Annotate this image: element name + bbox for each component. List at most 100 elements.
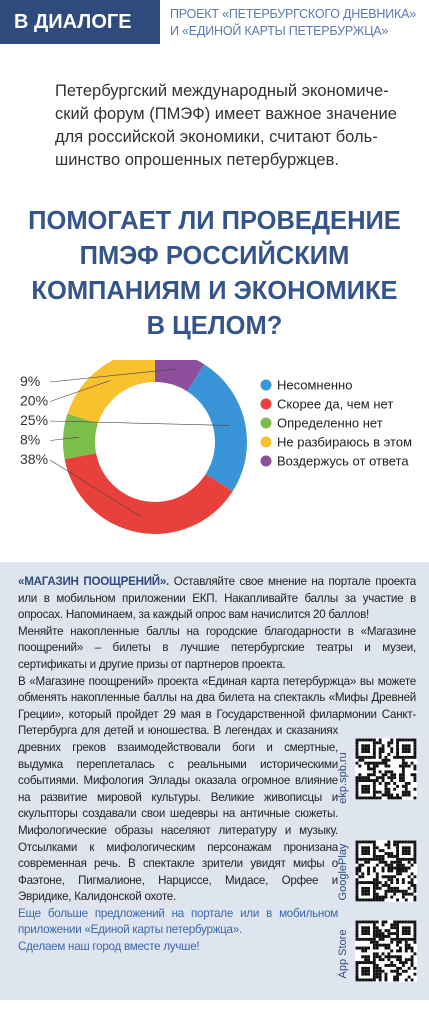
qr-module: [390, 881, 394, 884]
qr-module: [413, 932, 417, 935]
qr-module: [401, 793, 405, 797]
qr-module: [381, 773, 385, 777]
qr-module: [410, 881, 414, 884]
qr-module: [367, 738, 370, 742]
qr-module: [381, 793, 385, 797]
value-label: 20%: [20, 393, 48, 409]
qr-module: [361, 969, 365, 973]
qr-module: [364, 932, 368, 935]
qr-module: [387, 929, 391, 933]
qr-module: [364, 892, 368, 896]
qr-module: [401, 889, 405, 893]
qr-module: [393, 964, 397, 967]
qr-module: [378, 770, 382, 774]
qr-code[interactable]: [355, 920, 417, 982]
qr-module: [393, 889, 397, 893]
qr-module: [396, 898, 399, 902]
qr-module: [407, 782, 411, 785]
qr-module: [378, 747, 382, 751]
qr-module: [396, 866, 399, 870]
qr-module: [378, 895, 382, 899]
qr-module: [372, 978, 376, 982]
qr-module: [361, 892, 365, 896]
qr-module: [399, 966, 402, 970]
pie-slice: [187, 364, 248, 492]
qr-module: [396, 972, 399, 976]
qr-module: [364, 978, 368, 982]
qr-module: [396, 744, 399, 748]
qr-module: [401, 863, 405, 867]
qr-module: [390, 889, 394, 893]
qr-module: [364, 755, 368, 759]
qr-module: [378, 935, 382, 938]
qr-module: [413, 940, 417, 944]
closing: Сделаем наш город вместе лучше!: [18, 940, 200, 954]
qr-module: [381, 860, 385, 864]
qr-module: [372, 892, 376, 896]
qr-module: [387, 875, 391, 879]
legend-marker: [260, 379, 272, 391]
qr-module: [355, 878, 359, 882]
qr-module: [378, 849, 382, 853]
qr-module: [404, 961, 408, 964]
qr-module: [396, 940, 399, 944]
qr-module: [355, 886, 359, 890]
qr-module: [396, 955, 399, 959]
qr-module: [370, 779, 373, 782]
qr-module: [372, 926, 376, 930]
qr-module: [401, 929, 405, 933]
qr-module: [407, 790, 411, 794]
qr-module: [410, 937, 414, 941]
qr-module: [372, 943, 376, 947]
qr-module: [361, 937, 365, 941]
qr-module: [364, 889, 368, 893]
qr-module: [413, 920, 417, 924]
qr-module: [378, 932, 382, 935]
qr-module: [410, 884, 414, 887]
closing: Еще больше предложений на портале или в …: [18, 906, 338, 937]
qr-module: [404, 793, 408, 797]
qr-module: [361, 796, 365, 800]
legend-label: Несомненно: [277, 378, 352, 393]
qr-module: [381, 923, 385, 927]
qr-module: [367, 840, 370, 844]
qr-module: [396, 878, 399, 882]
qr-module: [396, 926, 399, 930]
qr-module: [364, 846, 368, 850]
qr-module: [364, 779, 368, 782]
qr-module: [355, 750, 359, 753]
qr-module: [387, 952, 391, 956]
qr-module: [407, 943, 411, 947]
qr-module: [375, 892, 379, 896]
qr-module: [358, 946, 362, 950]
qr-module: [361, 790, 365, 794]
qr-module: [387, 744, 391, 748]
qr-module: [355, 793, 359, 797]
qr-module: [390, 796, 394, 800]
legend-label: Воздержусь от ответа: [277, 454, 409, 469]
qr-module: [375, 776, 379, 780]
qr-module: [378, 966, 382, 970]
legend-marker: [260, 455, 272, 467]
qr-module: [370, 940, 373, 944]
qr-module: [372, 975, 376, 979]
qr-module: [410, 878, 414, 882]
qr-module: [401, 969, 405, 973]
qr-module: [404, 761, 408, 765]
qr-module: [364, 860, 368, 864]
qr-module: [407, 866, 411, 870]
qr-module: [399, 961, 402, 964]
qr-module: [413, 846, 417, 850]
qr-module: [387, 955, 391, 959]
qr-code[interactable]: [355, 840, 417, 902]
qr-module: [401, 770, 405, 774]
qr-module: [372, 878, 376, 882]
qr-module: [413, 753, 417, 756]
qr-code[interactable]: [355, 738, 417, 800]
qr-module: [390, 875, 394, 879]
qr-module: [401, 932, 405, 935]
qr-module: [372, 767, 376, 771]
qr-module: [390, 969, 394, 973]
qr-module: [355, 741, 359, 745]
qr-module: [393, 937, 397, 941]
